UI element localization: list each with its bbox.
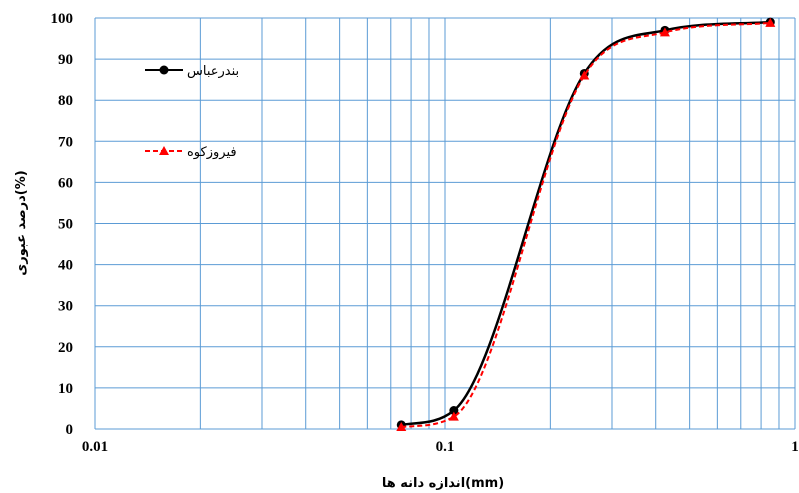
y-tick-label: 30	[58, 299, 73, 315]
data-point	[579, 70, 590, 80]
y-tick-label: 100	[51, 11, 74, 27]
legend: بندرعباس فیروزکوه	[145, 64, 239, 160]
y-tick-label: 10	[58, 381, 73, 397]
y-tick-label: 50	[58, 217, 73, 233]
data-point	[765, 17, 776, 27]
series-2	[396, 17, 776, 431]
legend-label: بندرعباس	[187, 64, 239, 79]
legend-marker	[159, 65, 169, 75]
y-tick-label: 0	[66, 422, 74, 438]
y-tick-label: 60	[58, 175, 73, 191]
data-point	[659, 27, 670, 37]
data-point	[448, 411, 459, 421]
series-layer	[396, 17, 776, 431]
y-tick-label: 90	[58, 52, 73, 68]
legend-item: بندرعباس	[145, 64, 239, 79]
legend-label: فیروزکوه	[187, 145, 237, 160]
legend-item: فیروزکوه	[145, 145, 237, 160]
x-tick-label: 0.1	[436, 439, 455, 455]
y-tick-label: 40	[58, 258, 73, 274]
y-axis-title: درصد عبوری(%)	[14, 170, 29, 275]
x-tick-label: 1	[791, 439, 799, 455]
axes: 0 10 20 30 40 50 60 70 80 90 100 0.01 0.1 1	[51, 11, 799, 455]
y-tick-label: 70	[58, 134, 73, 150]
data-point	[396, 421, 407, 431]
grid	[94, 17, 796, 430]
data-point	[449, 406, 459, 416]
x-tick-label: 0.01	[82, 439, 108, 455]
series-line	[401, 21, 771, 428]
y-tick-label: 80	[58, 93, 73, 109]
legend-marker	[159, 146, 169, 155]
y-tick-label: 20	[58, 340, 73, 356]
x-axis-title: اندازه دانه ها(mm)	[382, 476, 504, 491]
